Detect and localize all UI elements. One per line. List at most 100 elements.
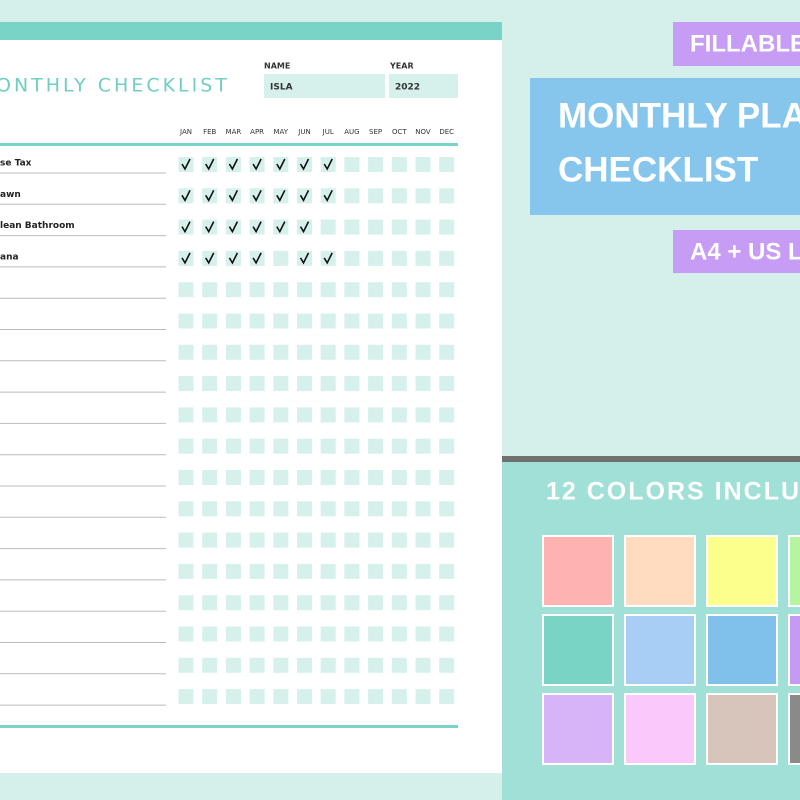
check-box bbox=[439, 563, 455, 579]
check-box bbox=[225, 407, 241, 423]
task-label: awn bbox=[0, 190, 21, 200]
check-box bbox=[415, 282, 431, 298]
check-box bbox=[249, 344, 265, 360]
check-box bbox=[249, 188, 265, 204]
check-box bbox=[273, 376, 289, 392]
check-box bbox=[202, 188, 218, 204]
month-label: JAN bbox=[179, 128, 192, 136]
check-box bbox=[439, 157, 455, 172]
check-box bbox=[297, 376, 312, 392]
checklist-grid: JAN FEB MAR APR MAY JUN JUL AUG SEP OCT NOV DEC se T… bbox=[0, 128, 455, 706]
check-box bbox=[249, 219, 265, 235]
check-box bbox=[249, 470, 265, 485]
check-mark bbox=[252, 221, 262, 234]
check-box bbox=[344, 563, 360, 579]
color-swatch bbox=[624, 693, 696, 765]
check-box bbox=[320, 470, 336, 485]
check-box bbox=[178, 344, 194, 360]
check-box bbox=[439, 595, 455, 611]
check-box bbox=[391, 250, 407, 266]
month-label: NOV bbox=[415, 128, 431, 136]
check-mark bbox=[299, 158, 310, 171]
check-box bbox=[202, 595, 218, 611]
check-mark bbox=[323, 189, 333, 202]
check-box bbox=[178, 157, 194, 172]
check-box bbox=[178, 501, 194, 517]
check-box bbox=[391, 282, 407, 298]
check-box bbox=[249, 501, 265, 517]
check-box bbox=[415, 313, 431, 329]
check-box bbox=[273, 689, 289, 705]
check-box bbox=[202, 657, 218, 673]
check-box bbox=[178, 407, 194, 423]
check-mark bbox=[228, 158, 239, 171]
check-box bbox=[368, 470, 384, 485]
check-box bbox=[368, 157, 384, 172]
check-box bbox=[273, 501, 289, 517]
check-box bbox=[320, 282, 336, 298]
check-box bbox=[391, 313, 407, 329]
color-swatch bbox=[788, 693, 800, 765]
check-box bbox=[415, 188, 431, 204]
check-mark bbox=[276, 221, 286, 234]
check-box bbox=[249, 438, 265, 454]
check-box bbox=[320, 250, 336, 266]
check-box bbox=[225, 438, 241, 454]
check-box bbox=[415, 470, 431, 485]
color-swatch bbox=[624, 614, 696, 686]
check-box bbox=[320, 376, 336, 392]
check-box bbox=[297, 250, 312, 266]
check-box bbox=[368, 657, 384, 673]
check-box bbox=[344, 407, 360, 423]
year-field bbox=[389, 74, 458, 98]
badge-text: A4 + US LET bbox=[690, 238, 800, 265]
check-box bbox=[178, 595, 194, 611]
check-box bbox=[391, 532, 407, 548]
check-box bbox=[249, 250, 265, 266]
check-mark bbox=[228, 221, 239, 234]
check-mark bbox=[205, 189, 215, 202]
check-box bbox=[391, 188, 407, 204]
check-box bbox=[249, 657, 265, 673]
check-box bbox=[225, 250, 241, 266]
check-box bbox=[368, 563, 384, 579]
check-box bbox=[225, 532, 241, 548]
check-box bbox=[225, 188, 241, 204]
check-box bbox=[368, 595, 384, 611]
check-box bbox=[225, 657, 241, 673]
check-box bbox=[320, 438, 336, 454]
check-box bbox=[439, 626, 455, 642]
check-box bbox=[249, 595, 265, 611]
check-box bbox=[320, 657, 336, 673]
check-box bbox=[368, 376, 384, 392]
check-box bbox=[178, 219, 194, 235]
check-box bbox=[391, 157, 407, 172]
check-box bbox=[249, 626, 265, 642]
check-box bbox=[273, 250, 289, 266]
check-mark bbox=[299, 221, 310, 234]
check-box bbox=[391, 689, 407, 705]
check-box bbox=[273, 657, 289, 673]
check-box bbox=[225, 376, 241, 392]
check-mark bbox=[252, 189, 262, 202]
check-mark bbox=[228, 189, 239, 202]
month-label: MAY bbox=[274, 128, 289, 136]
check-box bbox=[249, 157, 265, 172]
check-box bbox=[391, 376, 407, 392]
check-mark bbox=[205, 158, 215, 171]
check-box bbox=[368, 532, 384, 548]
check-box bbox=[439, 407, 455, 423]
check-box bbox=[178, 657, 194, 673]
task-label: lean Bathroom bbox=[0, 221, 75, 231]
check-box bbox=[415, 250, 431, 266]
check-box bbox=[320, 501, 336, 517]
check-box bbox=[391, 407, 407, 423]
check-box bbox=[249, 282, 265, 298]
check-box bbox=[202, 219, 218, 235]
check-box bbox=[225, 219, 241, 235]
check-box bbox=[368, 313, 384, 329]
check-box bbox=[344, 626, 360, 642]
check-box bbox=[344, 657, 360, 673]
check-box bbox=[249, 313, 265, 329]
